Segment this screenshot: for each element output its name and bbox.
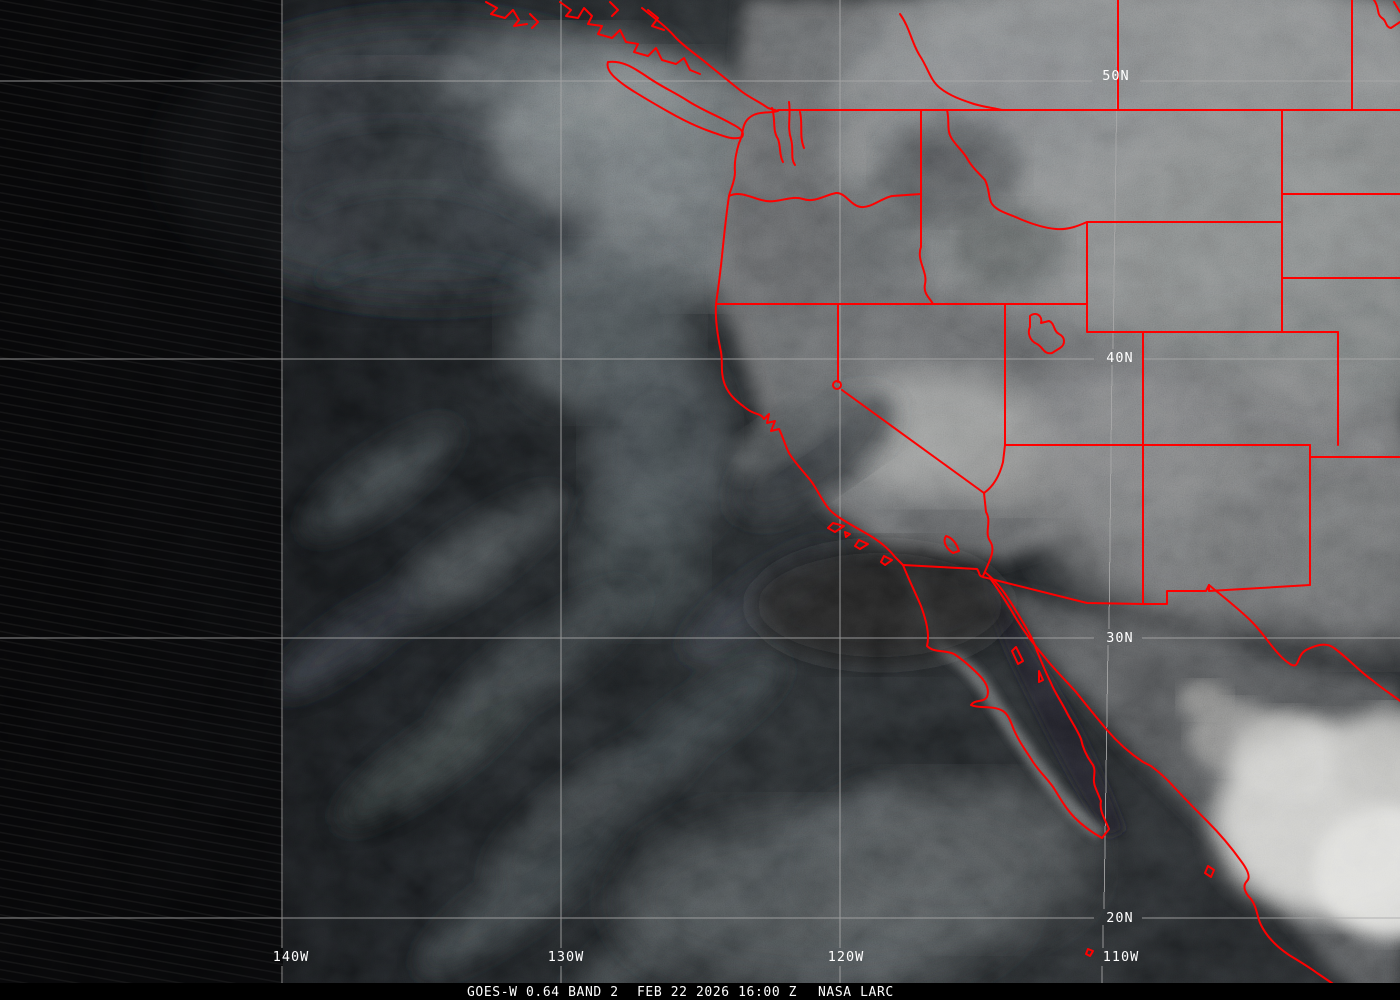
manitoba-lakes (1373, 0, 1400, 29)
lat-label-40n: 40N (1106, 350, 1133, 366)
channel-islands (827, 522, 893, 566)
lat-label-50n: 50N (1102, 68, 1129, 84)
lon-label-120w: 120W (828, 949, 865, 965)
graticule-labels: 50N 40N 30N 20N 140W 130W 120W 110W (273, 68, 1140, 965)
caption-credit: NASA LARC (818, 985, 894, 1000)
wyoming-borders (1086, 109, 1339, 333)
baja-california-coastline (902, 564, 1110, 839)
california-nevada-border (837, 303, 994, 577)
puget-sound-inlets (771, 101, 805, 166)
nevada-arizona-border (983, 444, 1006, 494)
lon-label-110w: 110W (1103, 949, 1140, 965)
caption-bar-background (0, 983, 1400, 1000)
map-boundaries (485, 0, 1400, 1000)
great-salt-lake (1027, 313, 1065, 355)
caption-bar: GOES-W 0.64 BAND 2 FEB 22 2026 16:00 Z N… (0, 983, 1400, 1000)
washington-oregon-border (728, 192, 922, 209)
lat-label-20n: 20N (1106, 910, 1133, 926)
caption-instrument: GOES-W 0.64 BAND 2 (467, 985, 619, 1000)
rio-grande (1208, 584, 1400, 702)
lake-tahoe (832, 380, 842, 390)
washington-idaho-border (918, 109, 934, 305)
pacific-coastline (641, 7, 904, 566)
sinaloa-island (1204, 865, 1215, 878)
idaho-montana-border (946, 109, 1088, 231)
small-island-marker (1085, 948, 1094, 957)
sonora-sinaloa-coastline (989, 577, 1357, 1000)
lat-label-30n: 30N (1106, 630, 1133, 646)
bc-fjord-coastline (485, 1, 701, 75)
salton-sea (943, 535, 960, 554)
us-mexico-border (902, 564, 1210, 605)
gulf-islands (1011, 646, 1044, 683)
bc-alberta-border (899, 13, 1003, 111)
caption-timestamp: FEB 22 2026 16:00 Z (637, 985, 797, 1000)
lon-label-140w: 140W (273, 949, 310, 965)
lon-label-130w: 130W (548, 949, 585, 965)
